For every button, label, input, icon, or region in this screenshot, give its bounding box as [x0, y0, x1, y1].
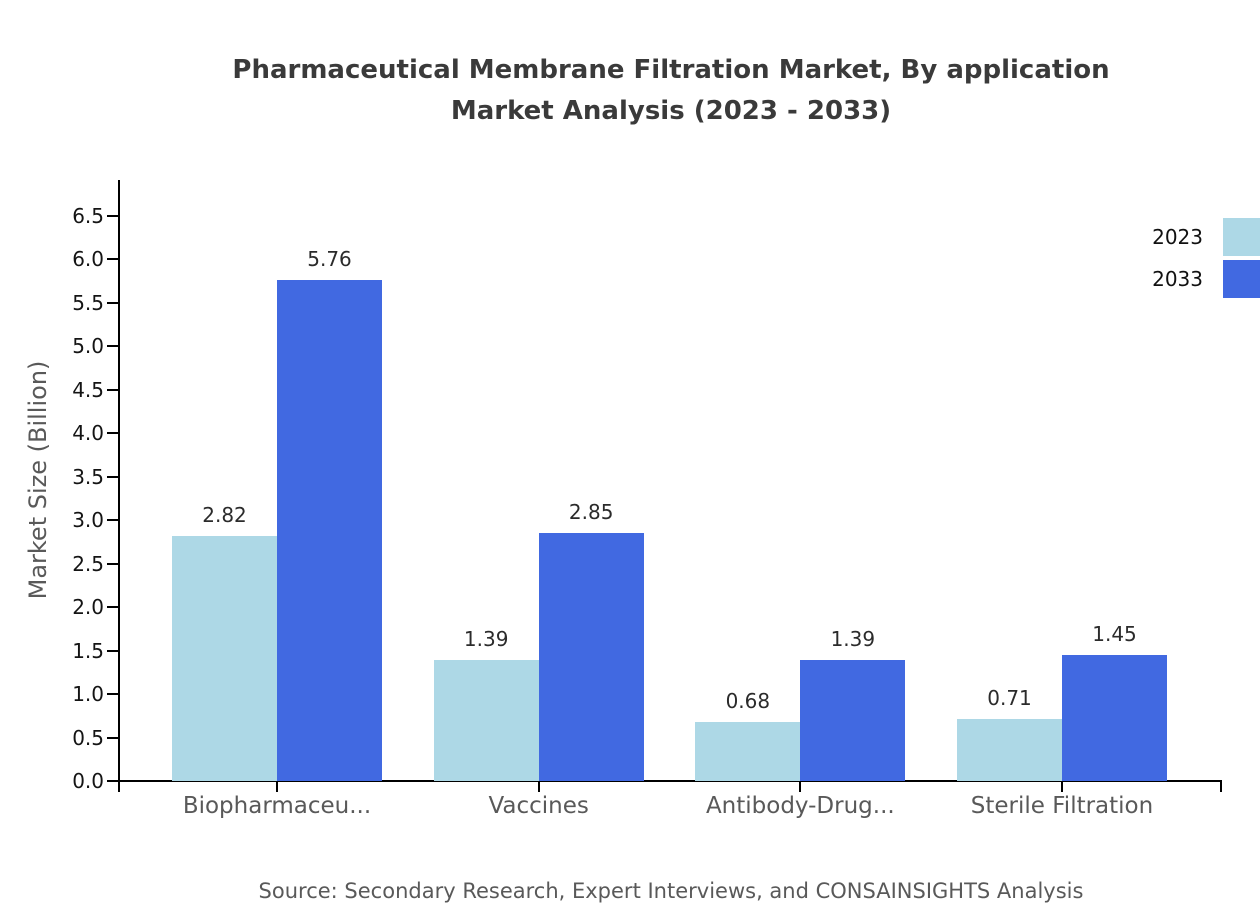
x-axis-end-tick [1220, 780, 1222, 792]
y-tick-mark [107, 475, 118, 478]
category-label-1: Biopharmaceu... [182, 793, 372, 819]
bar-2033-2 [538, 533, 644, 781]
y-tick-label: 0.5 [72, 725, 104, 750]
source-text: Source: Secondary Research, Expert Inter… [258, 879, 1084, 903]
category-label-2: Vaccines [488, 793, 589, 819]
bar-2023-1 [172, 535, 277, 781]
y-tick-label: 2.5 [72, 551, 104, 576]
y-tick-mark [107, 258, 118, 261]
value-label: 1.39 [463, 627, 509, 652]
category-label-3: Antibody-Drug... [705, 793, 895, 819]
y-tick-label: 5.5 [72, 290, 104, 315]
chart-title: Pharmaceutical Membrane Filtration Marke… [80, 50, 1260, 132]
legend-label-2023: 2023 [1152, 225, 1203, 249]
bar-2033-3 [800, 660, 906, 781]
value-label: 5.76 [307, 247, 352, 272]
x-tick-mark [799, 780, 802, 792]
y-tick-label: 4.5 [72, 377, 104, 402]
y-tick-label: 3.5 [72, 464, 104, 489]
y-tick-mark [107, 736, 118, 739]
x-tick-mark [276, 780, 278, 792]
bar-2023-2 [433, 660, 539, 781]
y-tick-mark [107, 649, 118, 652]
value-label: 1.45 [1092, 621, 1137, 646]
value-label: 2.82 [202, 502, 247, 527]
y-tick-mark [107, 693, 118, 696]
y-tick-mark [107, 562, 118, 565]
bar-2033-4 [1062, 654, 1167, 781]
y-tick-mark [107, 345, 118, 348]
legend-swatch-2023 [1223, 218, 1260, 256]
y-tick-mark [107, 519, 118, 522]
bar-2023-4 [957, 719, 1062, 781]
chart-title-line1: Pharmaceutical Membrane Filtration Marke… [232, 55, 1110, 85]
y-tick-label: 3.0 [72, 508, 104, 533]
y-tick-mark [107, 388, 118, 391]
legend-swatch-2033 [1223, 260, 1260, 298]
legend-label-2033: 2033 [1152, 267, 1203, 291]
y-tick-label: 5.0 [72, 334, 104, 359]
y-tick-mark [107, 215, 118, 217]
y-tick-label: 4.0 [72, 421, 104, 446]
x-axis-line [118, 780, 1222, 782]
bar-2033-1 [277, 280, 382, 781]
value-label: 2.85 [568, 500, 614, 525]
y-tick-label: 6.0 [72, 247, 104, 272]
y-tick-label: 0.0 [72, 769, 104, 793]
y-tick-label: 1.5 [72, 638, 104, 663]
y-tick-label: 2.0 [72, 595, 104, 620]
y-tick-mark [107, 606, 118, 609]
x-tick-mark [537, 780, 540, 792]
y-tick-mark [107, 780, 118, 782]
y-axis-line [118, 180, 120, 792]
y-tick-mark [107, 301, 118, 304]
y-tick-label: 1.0 [72, 682, 104, 707]
value-label: 0.71 [987, 686, 1032, 711]
chart-title-line2: Market Analysis (2023 - 2033) [450, 96, 892, 126]
value-label: 0.68 [725, 688, 771, 713]
category-label-4: Sterile Filtration [970, 793, 1154, 819]
x-tick-mark [1061, 780, 1063, 792]
y-tick-label: 6.5 [72, 204, 104, 228]
value-label: 1.39 [830, 627, 876, 652]
y-tick-mark [107, 432, 118, 435]
bar-2023-3 [695, 721, 801, 781]
